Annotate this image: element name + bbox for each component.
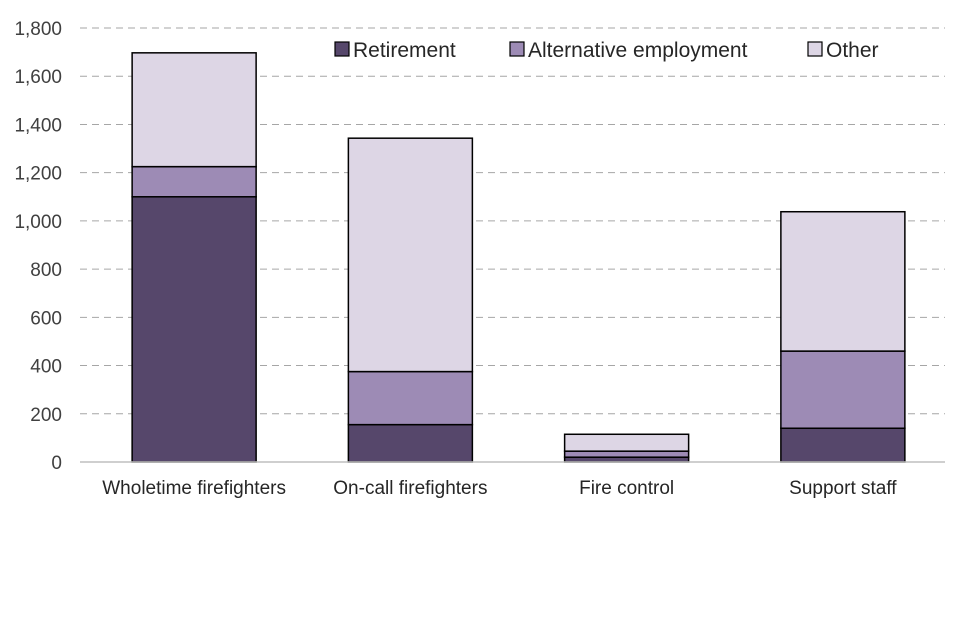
y-tick-label: 800 bbox=[30, 260, 62, 281]
y-tick-label: 1,200 bbox=[14, 164, 62, 185]
bar-alternative-employment-1 bbox=[347, 370, 474, 426]
legend-swatch-1 bbox=[509, 41, 525, 57]
bar-retirement-0 bbox=[131, 196, 257, 463]
y-tick-label: 1,000 bbox=[14, 212, 62, 233]
bar-stack-0 bbox=[131, 52, 257, 463]
bar-other-3 bbox=[780, 210, 906, 352]
y-tick-label: 400 bbox=[30, 357, 62, 378]
y-tick-label: 200 bbox=[30, 405, 62, 426]
x-category-label: Wholetime firefighters bbox=[102, 478, 286, 499]
bar-alternative-employment-2 bbox=[563, 450, 690, 458]
legend-swatch-2 bbox=[807, 41, 823, 57]
x-category-label: On-call firefighters bbox=[333, 478, 487, 499]
bar-other-1 bbox=[347, 137, 474, 373]
bar-stack-3 bbox=[780, 210, 906, 463]
x-category-label: Support staff bbox=[789, 478, 897, 499]
legend-label-0: Retirement bbox=[353, 39, 456, 62]
y-tick-label: 1,800 bbox=[14, 19, 62, 40]
x-category-label: Fire control bbox=[579, 478, 674, 499]
bars bbox=[131, 52, 906, 463]
legend: Retirement Alternative employment Other bbox=[334, 39, 879, 62]
y-tick-label: 0 bbox=[51, 453, 62, 474]
legend-label-2: Other bbox=[826, 39, 879, 62]
bar-stack-1 bbox=[347, 137, 474, 463]
bar-other-2 bbox=[563, 433, 690, 452]
legend-label-1: Alternative employment bbox=[528, 39, 748, 62]
bar-retirement-1 bbox=[347, 423, 474, 463]
y-axis-ticks: 0 200 400 600 800 1,000 1,200 1,400 1,600 1,800 bbox=[14, 19, 62, 474]
bar-other-0 bbox=[131, 52, 257, 168]
bar-retirement-3 bbox=[780, 427, 906, 463]
y-tick-label: 1,600 bbox=[14, 67, 62, 88]
bar-alternative-employment-3 bbox=[780, 350, 906, 429]
x-axis-categories: Wholetime firefighters On-call firefighte… bbox=[102, 478, 897, 499]
y-tick-label: 600 bbox=[30, 308, 62, 329]
bar-stack-2 bbox=[563, 433, 690, 463]
y-tick-label: 1,400 bbox=[14, 115, 62, 136]
legend-swatch-0 bbox=[334, 41, 350, 57]
bar-alternative-employment-0 bbox=[131, 165, 257, 198]
